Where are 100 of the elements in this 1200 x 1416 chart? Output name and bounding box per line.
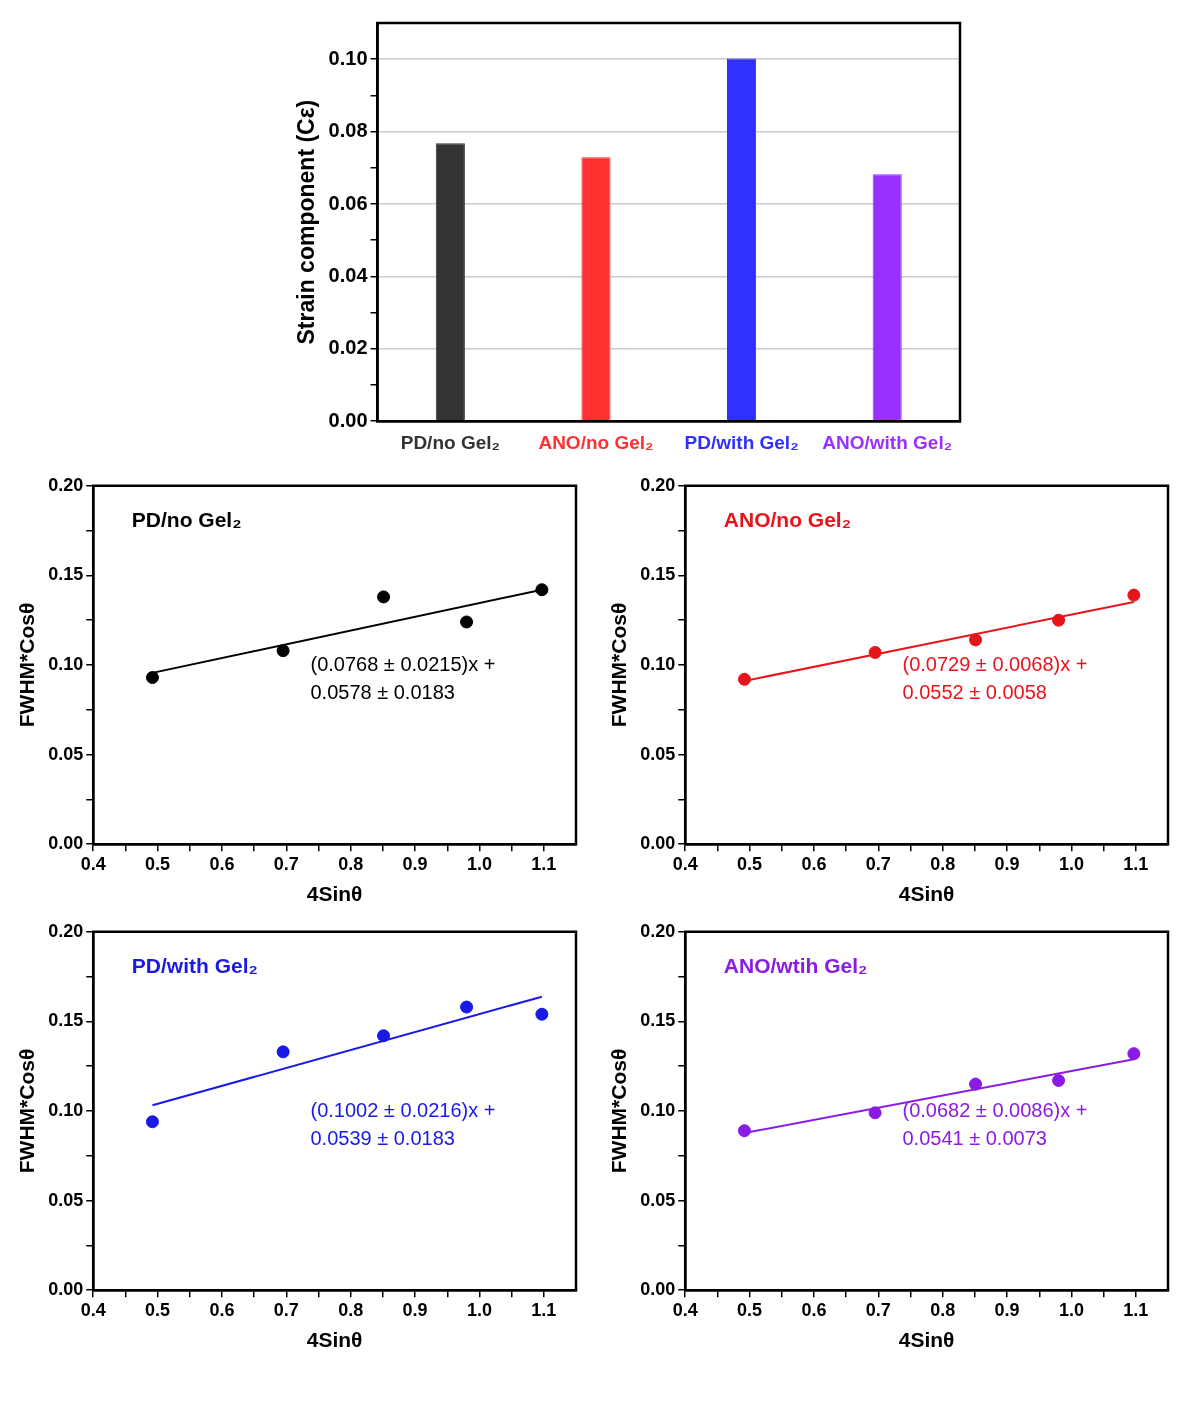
- annotation: 0.0552 ± 0.0058: [902, 681, 1047, 704]
- x-tick-label: 1.1: [1123, 853, 1149, 874]
- x-tick-label: 1.0: [1058, 1299, 1084, 1320]
- point: [460, 1000, 474, 1014]
- point: [1127, 588, 1141, 602]
- x-tick-label: 0.4: [672, 1299, 698, 1320]
- annotation: 0.0541 ± 0.0073: [902, 1127, 1047, 1150]
- point: [276, 1045, 290, 1059]
- x-tick-label: 0.8: [338, 1299, 364, 1320]
- x-tick-label: 0.5: [145, 853, 171, 874]
- y-tick-label: 0.05: [640, 1189, 676, 1210]
- y-tick-label: 0.20: [640, 920, 676, 941]
- y-tick-label: 0.15: [640, 1010, 676, 1031]
- y-tick-label: 0.10: [640, 653, 676, 674]
- point: [737, 1124, 751, 1138]
- y-tick-label: 0.06: [328, 191, 368, 214]
- point: [276, 644, 290, 658]
- point: [145, 671, 159, 685]
- x-tick-label: ANO/no Gel₂: [538, 431, 654, 453]
- y-tick-label: 0.00: [640, 1279, 676, 1300]
- y-axis-title: Strain component (Cε): [293, 99, 320, 345]
- x-tick-label: 0.6: [801, 853, 827, 874]
- y-tick-label: 0.00: [640, 833, 676, 854]
- x-tick-label: 1.0: [466, 1299, 492, 1320]
- annotation: (0.0768 ± 0.0215)x +: [310, 652, 496, 675]
- x-tick-label: 0.9: [402, 1299, 428, 1320]
- y-tick-label: 0.10: [328, 46, 368, 69]
- x-tick-label: 0.4: [80, 1299, 106, 1320]
- annotation: (0.1002 ± 0.0216)x +: [310, 1098, 496, 1121]
- x-tick-label: 0.9: [994, 853, 1020, 874]
- y-tick-label: 0.10: [640, 1099, 676, 1120]
- point: [969, 1077, 983, 1091]
- point: [535, 1007, 549, 1021]
- annotation: (0.0729 ± 0.0068)x +: [902, 652, 1088, 675]
- y-tick-label: 0.05: [640, 743, 676, 764]
- x-tick-label: 1.0: [466, 853, 492, 874]
- x-tick-label: 0.4: [80, 853, 106, 874]
- y-tick-label: 0.00: [48, 1279, 84, 1300]
- y-tick-label: 0.15: [640, 564, 676, 585]
- x-tick-label: PD/with Gel₂: [684, 431, 799, 453]
- x-tick-label: PD/no Gel₂: [400, 431, 500, 453]
- x-tick-label: 1.0: [1058, 853, 1084, 874]
- annotation: PD/no Gel₂: [131, 508, 242, 532]
- x-axis-title: 4Sinθ: [306, 882, 363, 906]
- annotation: 0.0578 ± 0.0183: [310, 681, 455, 704]
- x-tick-label: 0.7: [273, 853, 299, 874]
- bar: [727, 58, 757, 421]
- x-tick-label: 0.5: [145, 1299, 171, 1320]
- x-tick-label: ANO/with Gel₂: [822, 431, 953, 453]
- x-tick-label: 0.8: [930, 1299, 956, 1320]
- bar: [581, 157, 611, 421]
- y-tick-label: 0.15: [48, 1010, 84, 1031]
- y-tick-label: 0.08: [328, 119, 368, 142]
- y-tick-label: 0.20: [640, 474, 676, 495]
- y-tick-label: 0.05: [48, 743, 84, 764]
- y-tick-label: 0.00: [48, 833, 84, 854]
- y-axis-title: FWHM*Cosθ: [607, 602, 631, 728]
- x-tick-label: 1.1: [531, 853, 557, 874]
- point: [377, 1029, 391, 1043]
- y-tick-label: 0.20: [48, 474, 84, 495]
- x-tick-label: 0.8: [930, 853, 956, 874]
- annotation: 0.0539 ± 0.0183: [310, 1127, 455, 1150]
- annotation: (0.0682 ± 0.0086)x +: [902, 1098, 1088, 1121]
- point: [868, 645, 882, 659]
- annotation: ANO/no Gel₂: [723, 508, 852, 532]
- x-tick-label: 0.9: [402, 853, 428, 874]
- y-tick-label: 0.10: [48, 653, 84, 674]
- x-axis-title: 4Sinθ: [898, 1328, 955, 1352]
- y-tick-label: 0.20: [48, 920, 84, 941]
- x-axis-title: 4Sinθ: [898, 882, 955, 906]
- point: [1052, 613, 1066, 627]
- point: [969, 633, 983, 647]
- x-tick-label: 0.6: [209, 853, 235, 874]
- point: [868, 1106, 882, 1120]
- y-tick-label: 0.05: [48, 1189, 84, 1210]
- point: [1127, 1047, 1141, 1061]
- point: [535, 583, 549, 597]
- bar: [872, 174, 902, 421]
- point: [1052, 1074, 1066, 1088]
- bar: [435, 143, 465, 421]
- x-tick-label: 0.6: [801, 1299, 827, 1320]
- point: [377, 590, 391, 604]
- x-axis-title: 4Sinθ: [306, 1328, 363, 1352]
- x-tick-label: 1.1: [1123, 1299, 1149, 1320]
- x-tick-label: 0.7: [865, 853, 891, 874]
- y-tick-label: 0.02: [328, 336, 368, 359]
- x-tick-label: 0.7: [273, 1299, 299, 1320]
- annotation: ANO/wtih Gel₂: [723, 954, 868, 978]
- y-tick-label: 0.10: [48, 1099, 84, 1120]
- y-tick-label: 0.04: [328, 263, 369, 286]
- y-axis-title: FWHM*Cosθ: [15, 1048, 39, 1174]
- x-tick-label: 0.9: [994, 1299, 1020, 1320]
- point: [145, 1115, 159, 1129]
- annotation: PD/with Gel₂: [131, 954, 258, 978]
- x-tick-label: 0.5: [737, 1299, 763, 1320]
- x-tick-label: 0.7: [865, 1299, 891, 1320]
- x-tick-label: 0.8: [338, 853, 364, 874]
- y-tick-label: 0.00: [328, 408, 368, 431]
- x-tick-label: 1.1: [531, 1299, 557, 1320]
- x-tick-label: 0.6: [209, 1299, 235, 1320]
